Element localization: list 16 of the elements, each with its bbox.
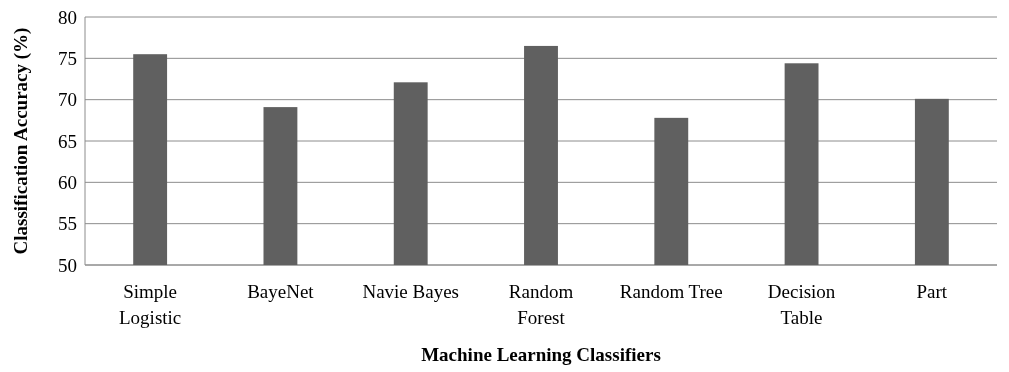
x-tick-label: Random Forest <box>508 281 574 328</box>
x-axis-title: Machine Learning Classifiers <box>421 344 661 365</box>
x-tick-label: Part <box>916 281 948 302</box>
y-tick-label: 60 <box>58 171 77 193</box>
y-tick-label: 75 <box>58 47 77 69</box>
x-tick-label: Simple Logistic <box>119 281 182 328</box>
y-tick-label: 65 <box>58 130 77 152</box>
y-axis-title: Classification Accuracy (%) <box>10 27 32 255</box>
y-tick-label: 80 <box>58 6 77 28</box>
x-tick-label: Navie Bayes <box>362 281 459 302</box>
x-tick-label: BayeNet <box>247 281 315 302</box>
y-tick-label: 55 <box>58 213 77 235</box>
y-tick-label: 50 <box>58 254 77 276</box>
x-tick-label: Random Tree <box>619 281 723 302</box>
x-tick-label: Decision Table <box>767 281 836 328</box>
y-tick-label: 70 <box>58 89 77 111</box>
